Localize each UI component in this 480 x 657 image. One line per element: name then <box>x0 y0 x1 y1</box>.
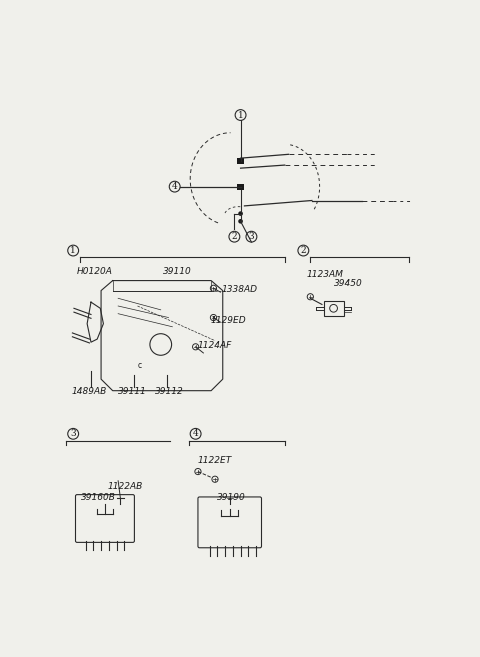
Text: 1122AB: 1122AB <box>108 482 144 491</box>
Circle shape <box>330 304 337 312</box>
Bar <box>324 301 344 316</box>
Text: 4: 4 <box>172 182 178 191</box>
Text: H0120A: H0120A <box>77 267 113 276</box>
Bar <box>238 158 244 164</box>
Circle shape <box>307 294 313 300</box>
Circle shape <box>229 231 240 242</box>
Circle shape <box>298 245 309 256</box>
Circle shape <box>210 285 216 291</box>
Text: 3: 3 <box>71 429 76 438</box>
Circle shape <box>238 212 243 216</box>
Circle shape <box>169 181 180 192</box>
Text: 1123AM: 1123AM <box>306 270 343 279</box>
Circle shape <box>150 334 172 355</box>
Text: 39112: 39112 <box>155 387 183 396</box>
Text: 39190: 39190 <box>216 493 245 502</box>
Text: 39160B: 39160B <box>81 493 116 502</box>
Text: 2: 2 <box>231 232 237 241</box>
Circle shape <box>192 344 199 350</box>
Text: 2: 2 <box>300 246 306 255</box>
FancyBboxPatch shape <box>198 497 262 548</box>
Text: 1122ET: 1122ET <box>198 456 232 465</box>
Text: 39111: 39111 <box>118 387 147 396</box>
Circle shape <box>235 110 246 120</box>
Text: 3: 3 <box>249 232 254 241</box>
Text: 1129ED: 1129ED <box>210 316 246 325</box>
Text: 1124AF: 1124AF <box>197 340 231 350</box>
Circle shape <box>238 219 243 223</box>
Text: 1489AB: 1489AB <box>72 387 107 396</box>
Text: 1: 1 <box>238 110 243 120</box>
Circle shape <box>68 428 79 439</box>
Circle shape <box>190 428 201 439</box>
Text: 39450: 39450 <box>335 279 363 288</box>
Text: 1: 1 <box>70 246 76 255</box>
Circle shape <box>195 468 201 474</box>
FancyBboxPatch shape <box>75 495 134 543</box>
Text: 1338AD: 1338AD <box>221 285 257 294</box>
Circle shape <box>210 315 216 321</box>
Bar <box>238 183 244 190</box>
Text: c: c <box>138 361 142 370</box>
Text: 39110: 39110 <box>163 267 192 276</box>
Circle shape <box>212 476 218 482</box>
Circle shape <box>68 245 79 256</box>
Text: 4: 4 <box>193 429 199 438</box>
Circle shape <box>246 231 257 242</box>
